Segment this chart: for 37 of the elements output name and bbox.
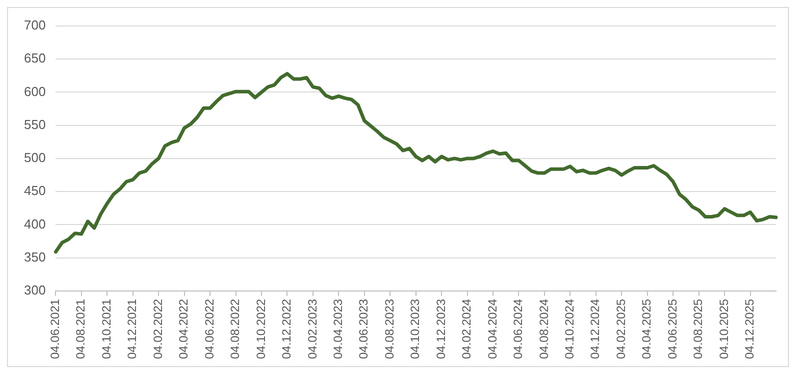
x-tick-label: 04.08.2023 xyxy=(382,298,396,360)
x-tick-label: 04.10.2021 xyxy=(99,298,114,360)
x-tick-label: 04.04.2022 xyxy=(176,298,191,360)
x-tick-label: 04.04.2023 xyxy=(330,298,345,360)
x-tick-label: 04.08.2021 xyxy=(74,298,88,360)
y-tick-label: 500 xyxy=(24,150,46,166)
y-tick-label: 700 xyxy=(24,18,46,33)
x-tick-label: 04.10.2022 xyxy=(254,298,268,360)
x-tick-label: 04.08.2024 xyxy=(536,298,551,360)
x-tick-label: 04.12.2025 xyxy=(742,298,757,360)
x-tick-label: 04.06.2021 xyxy=(48,298,62,360)
x-tick-label: 04.06.2023 xyxy=(356,298,371,360)
x-tick-label: 04.02.2025 xyxy=(614,298,628,360)
y-tick-label: 400 xyxy=(24,216,46,232)
x-tick-label: 04.02.2022 xyxy=(150,298,165,360)
x-tick-label: 04.02.2024 xyxy=(460,298,474,360)
y-tick-label: 300 xyxy=(24,282,46,298)
x-tick-label: 04.10.2023 xyxy=(408,298,422,360)
x-tick-label: 04.04.2024 xyxy=(485,298,500,360)
x-tick-label: 04.12.2021 xyxy=(125,298,140,360)
x-tick-label: 04.08.2025 xyxy=(691,298,706,360)
x-tick-label: 04.12.2024 xyxy=(588,298,602,360)
x-tick-label: 04.02.2023 xyxy=(305,298,320,360)
x-tick-label: 04.12.2023 xyxy=(434,298,448,360)
x-tick-label: 04.06.2024 xyxy=(511,298,526,360)
x-tick-label: 04.12.2022 xyxy=(280,298,294,360)
x-tick-label: 04.10.2025 xyxy=(716,298,731,360)
y-tick-label: 450 xyxy=(24,183,46,198)
y-tick-label: 350 xyxy=(24,249,46,264)
y-tick-label: 650 xyxy=(24,50,46,66)
x-tick-label: 04.06.2022 xyxy=(202,298,216,360)
x-tick-label: 04.10.2024 xyxy=(562,298,577,360)
x-tick-label: 04.04.2025 xyxy=(640,298,654,360)
x-tick-label: 04.08.2022 xyxy=(228,298,242,360)
y-tick-label: 550 xyxy=(24,116,46,132)
x-tick-label: 04.06.2025 xyxy=(665,298,680,360)
y-tick-label: 600 xyxy=(24,84,46,99)
